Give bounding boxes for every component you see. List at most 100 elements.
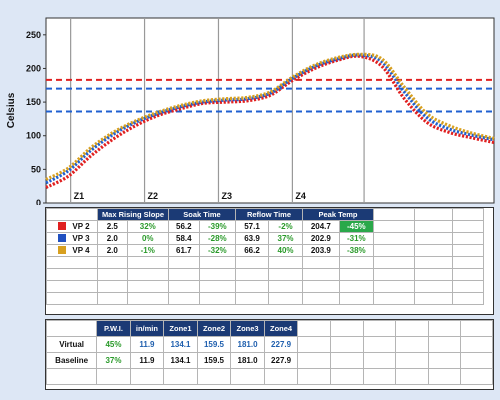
- soak-time-pct: -32%: [198, 244, 237, 257]
- max-rising-slope-pct: 0%: [126, 232, 170, 245]
- empty-cell: [460, 352, 493, 369]
- header-pwi: P.W.I.: [96, 320, 131, 337]
- empty-cell: [373, 208, 415, 221]
- header-in-min: in/min: [129, 320, 165, 337]
- empty-cell: [46, 256, 98, 269]
- empty-cell: [329, 368, 364, 385]
- empty-cell: [373, 220, 415, 233]
- in-min-value: 11.9: [129, 352, 165, 369]
- max-rising-slope-value: 2.0: [97, 244, 128, 257]
- y-tick-label: 150: [26, 97, 41, 107]
- empty-cell: [373, 244, 415, 257]
- empty-cell: [414, 220, 453, 233]
- plot-area: [45, 17, 495, 204]
- results-panel: Max Rising Slope Soak Time Reflow Time P…: [45, 207, 494, 315]
- empty-cell: [129, 368, 165, 385]
- header-zone4: Zone4: [263, 320, 299, 337]
- empty-cell: [46, 292, 98, 305]
- empty-cell: [198, 280, 237, 293]
- zone2-value: 159.5: [196, 336, 232, 353]
- vp4-swatch: [58, 246, 67, 254]
- empty-cell: [234, 256, 270, 269]
- empty-cell: [234, 268, 270, 281]
- vp2-swatch: [58, 222, 67, 230]
- empty-cell: [395, 336, 429, 353]
- in-min-value: 11.9: [129, 336, 165, 353]
- empty-cell: [268, 292, 303, 305]
- empty-cell: [97, 280, 128, 293]
- pwi-corner-cell: [45, 320, 98, 337]
- results-corner-cell: [46, 208, 98, 221]
- empty-cell: [168, 292, 200, 305]
- empty-cell: [198, 268, 237, 281]
- empty-cell: [297, 352, 331, 369]
- reflow-time-pct: 40%: [268, 244, 303, 257]
- y-tick-label: 0: [36, 198, 41, 205]
- header-max-rising-slope: Max Rising Slope: [97, 208, 169, 221]
- empty-cell: [452, 220, 484, 233]
- empty-cell: [338, 280, 375, 293]
- empty-cell: [302, 280, 340, 293]
- empty-cell: [126, 268, 170, 281]
- reflow-time-pct: -2%: [268, 220, 303, 233]
- max-rising-slope-value: 2.0: [97, 232, 128, 245]
- zone4-value: 227.9: [263, 336, 299, 353]
- empty-cell: [414, 292, 453, 305]
- row-label-cell: VP 4: [46, 244, 98, 257]
- results-empty-row: [46, 292, 484, 305]
- empty-cell: [427, 368, 462, 385]
- empty-cell: [297, 320, 331, 337]
- empty-cell: [198, 256, 237, 269]
- soak-time-pct: -39%: [198, 220, 237, 233]
- empty-cell: [452, 268, 484, 281]
- vp3-swatch: [58, 234, 67, 242]
- reflow-time-pct: 37%: [268, 232, 303, 245]
- soak-time-value: 56.2: [168, 220, 200, 233]
- row-label: VP 3: [72, 234, 90, 243]
- empty-cell: [263, 368, 299, 385]
- max-rising-slope-pct: -1%: [126, 244, 170, 257]
- empty-cell: [373, 292, 415, 305]
- series-line-2: [45, 53, 495, 185]
- pwi-value: 45%: [96, 336, 131, 353]
- series-line-1: [45, 54, 495, 189]
- empty-cell: [230, 368, 265, 385]
- empty-cell: [414, 208, 453, 221]
- pwi-value: 37%: [96, 352, 131, 369]
- empty-cell: [362, 368, 397, 385]
- empty-cell: [338, 256, 375, 269]
- empty-cell: [427, 336, 462, 353]
- empty-cell: [198, 292, 237, 305]
- empty-cell: [97, 292, 128, 305]
- y-tick-label: 50: [31, 164, 41, 174]
- empty-cell: [302, 268, 340, 281]
- empty-cell: [97, 268, 128, 281]
- peak-temp-pct: -38%: [338, 244, 375, 257]
- empty-cell: [362, 352, 397, 369]
- empty-cell: [373, 280, 415, 293]
- empty-cell: [452, 280, 484, 293]
- header-soak-time: Soak Time: [168, 208, 236, 221]
- pwi-panel: P.W.I. in/min Zone1 Zone2 Zone3 Zone4 Vi…: [45, 319, 494, 390]
- header-peak-temp: Peak Temp: [302, 208, 374, 221]
- empty-cell: [126, 256, 170, 269]
- header-zone3: Zone3: [230, 320, 265, 337]
- empty-cell: [268, 268, 303, 281]
- reflow-time-value: 63.9: [234, 232, 270, 245]
- empty-cell: [395, 352, 429, 369]
- empty-cell: [268, 280, 303, 293]
- y-tick-label: 200: [26, 63, 41, 73]
- empty-cell: [338, 292, 375, 305]
- results-empty-row: [46, 268, 484, 281]
- empty-cell: [45, 368, 98, 385]
- max-rising-slope-value: 2.5: [97, 220, 128, 233]
- zone-label: Z3: [221, 191, 232, 201]
- empty-cell: [427, 320, 462, 337]
- empty-cell: [96, 368, 131, 385]
- y-axis-label: Celsius: [6, 92, 17, 128]
- zone3-value: 181.0: [230, 352, 265, 369]
- empty-cell: [414, 268, 453, 281]
- profile-chart-svg: Z1 Z2 Z3 Z4 0 50 100 150 200 250 Celsius: [6, 17, 495, 205]
- pwi-row-baseline: Baseline 37% 11.9 134.1 159.5 181.0 227.…: [45, 352, 493, 369]
- pwi-row-virtual: Virtual 45% 11.9 134.1 159.5 181.0 227.9: [45, 336, 493, 353]
